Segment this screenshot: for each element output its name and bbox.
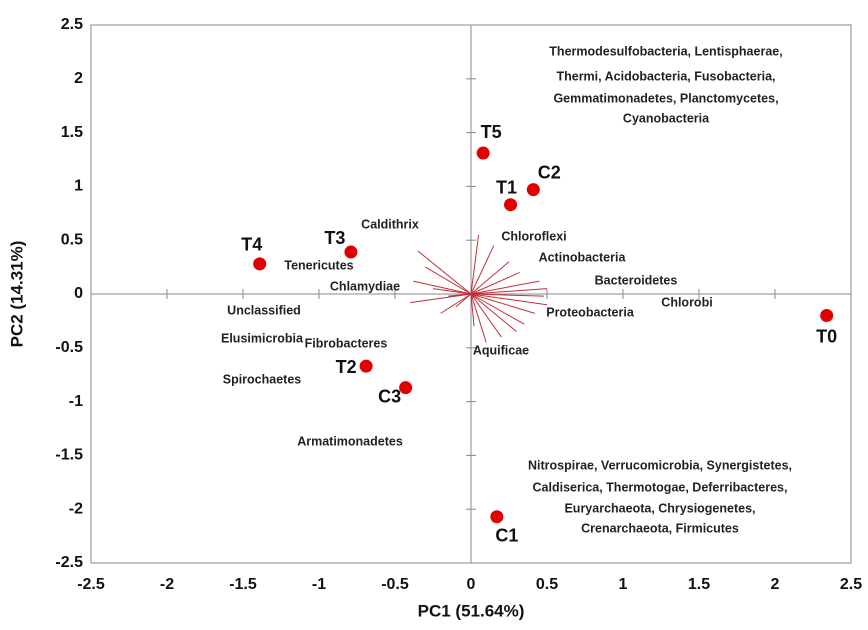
annotation: Thermi, Acidobacteria, Fusobacteria, (556, 69, 775, 83)
x-tick-label: 2.5 (840, 576, 862, 593)
loading-vector (470, 293, 535, 314)
annotation: Armatimonadetes (297, 434, 403, 448)
point-label: T4 (241, 235, 262, 255)
point-label: C1 (495, 525, 518, 545)
x-tick-label: -1.5 (229, 576, 257, 593)
loading-vector (470, 234, 480, 295)
point-label: T5 (481, 122, 502, 142)
y-tick-label: 2.5 (61, 16, 83, 33)
annotation: Fibrobacteres (305, 336, 388, 350)
annotation: Euryarchaeota, Chrysiogenetes, (564, 501, 755, 515)
loading-vector (470, 293, 475, 327)
loading-vector (470, 293, 525, 325)
y-tick-label: -1.5 (55, 447, 83, 464)
annotation: Aquificae (473, 343, 529, 357)
y-axis-title: PC2 (14.31%) (7, 241, 26, 348)
loading-vector (410, 293, 472, 304)
loading-vector (470, 280, 540, 295)
loading-vector (440, 293, 472, 314)
loading-vector (470, 261, 510, 295)
loading-vector (425, 266, 472, 295)
y-tick-label: -1 (69, 393, 83, 410)
annotation: Spirochaetes (223, 372, 302, 386)
y-tick-label: -2.5 (55, 554, 83, 571)
y-tick-label: 0 (74, 285, 83, 302)
point-label: C3 (378, 386, 401, 406)
y-tick-label: 2 (74, 70, 83, 87)
annotation: Tenericutes (284, 258, 353, 272)
annotation: Elusimicrobia (221, 331, 304, 345)
x-tick-label: -2.5 (77, 576, 105, 593)
x-tick-label: 0.5 (536, 576, 558, 593)
point-label: T0 (816, 326, 837, 346)
x-tick-label: 0 (467, 576, 476, 593)
loading-vector (470, 293, 502, 338)
annotation: Proteobacteria (546, 305, 635, 319)
x-tick-label: -0.5 (381, 576, 409, 593)
annotation: Thermodesulfobacteria, Lentisphaerae, (549, 44, 782, 58)
loading-vector (470, 293, 544, 297)
annotation: Cyanobacteria (623, 111, 710, 125)
annotation: Gemmatimonadetes, Planctomycetes, (553, 91, 778, 105)
annotation: Chlamydiae (330, 279, 400, 293)
point (344, 245, 358, 259)
y-tick-label: -0.5 (55, 339, 83, 356)
point (820, 309, 834, 323)
point-label: T2 (336, 357, 357, 377)
point (490, 510, 504, 524)
loading-vector (470, 293, 487, 343)
x-tick-label: -1 (312, 576, 326, 593)
annotation: Unclassified (227, 303, 301, 317)
annotation: Caldithrix (361, 217, 419, 231)
annotation: Chloroflexi (501, 229, 566, 243)
y-tick-label: 1.5 (61, 124, 83, 141)
point (476, 146, 490, 160)
annotation: Chlorobi (661, 295, 712, 309)
point-label: T1 (496, 177, 517, 197)
loading-vector (470, 245, 495, 295)
point (526, 183, 540, 197)
point-label: C2 (538, 162, 561, 182)
point (399, 381, 413, 395)
annotation: Nitrospirae, Verrucomicrobia, Synergiste… (528, 458, 792, 472)
loading-vector (455, 293, 472, 308)
annotation: Crenarchaeota, Firmicutes (581, 521, 739, 535)
loading-vector (432, 288, 472, 295)
y-tick-label: -2 (69, 500, 83, 517)
annotation: Actinobacteria (539, 250, 627, 264)
x-tick-label: -2 (160, 576, 174, 593)
point (504, 198, 518, 212)
y-tick-label: 0.5 (61, 231, 83, 248)
y-tick-label: 1 (74, 178, 83, 195)
annotation: Bacteroidetes (595, 273, 678, 287)
annotation: Caldiserica, Thermotogae, Deferribactere… (533, 480, 788, 494)
loading-vector (470, 288, 548, 295)
point (359, 359, 373, 373)
loading-vector (413, 280, 472, 295)
point-label: T3 (324, 228, 345, 248)
point (253, 257, 267, 271)
x-axis-title: PC1 (51.64%) (418, 601, 525, 620)
x-tick-label: 1.5 (688, 576, 710, 593)
loading-vector (470, 293, 548, 306)
x-tick-label: 2 (771, 576, 780, 593)
loading-vector (470, 272, 520, 295)
loading-vector (470, 293, 517, 333)
x-tick-label: 1 (619, 576, 628, 593)
loading-vector (417, 250, 472, 295)
